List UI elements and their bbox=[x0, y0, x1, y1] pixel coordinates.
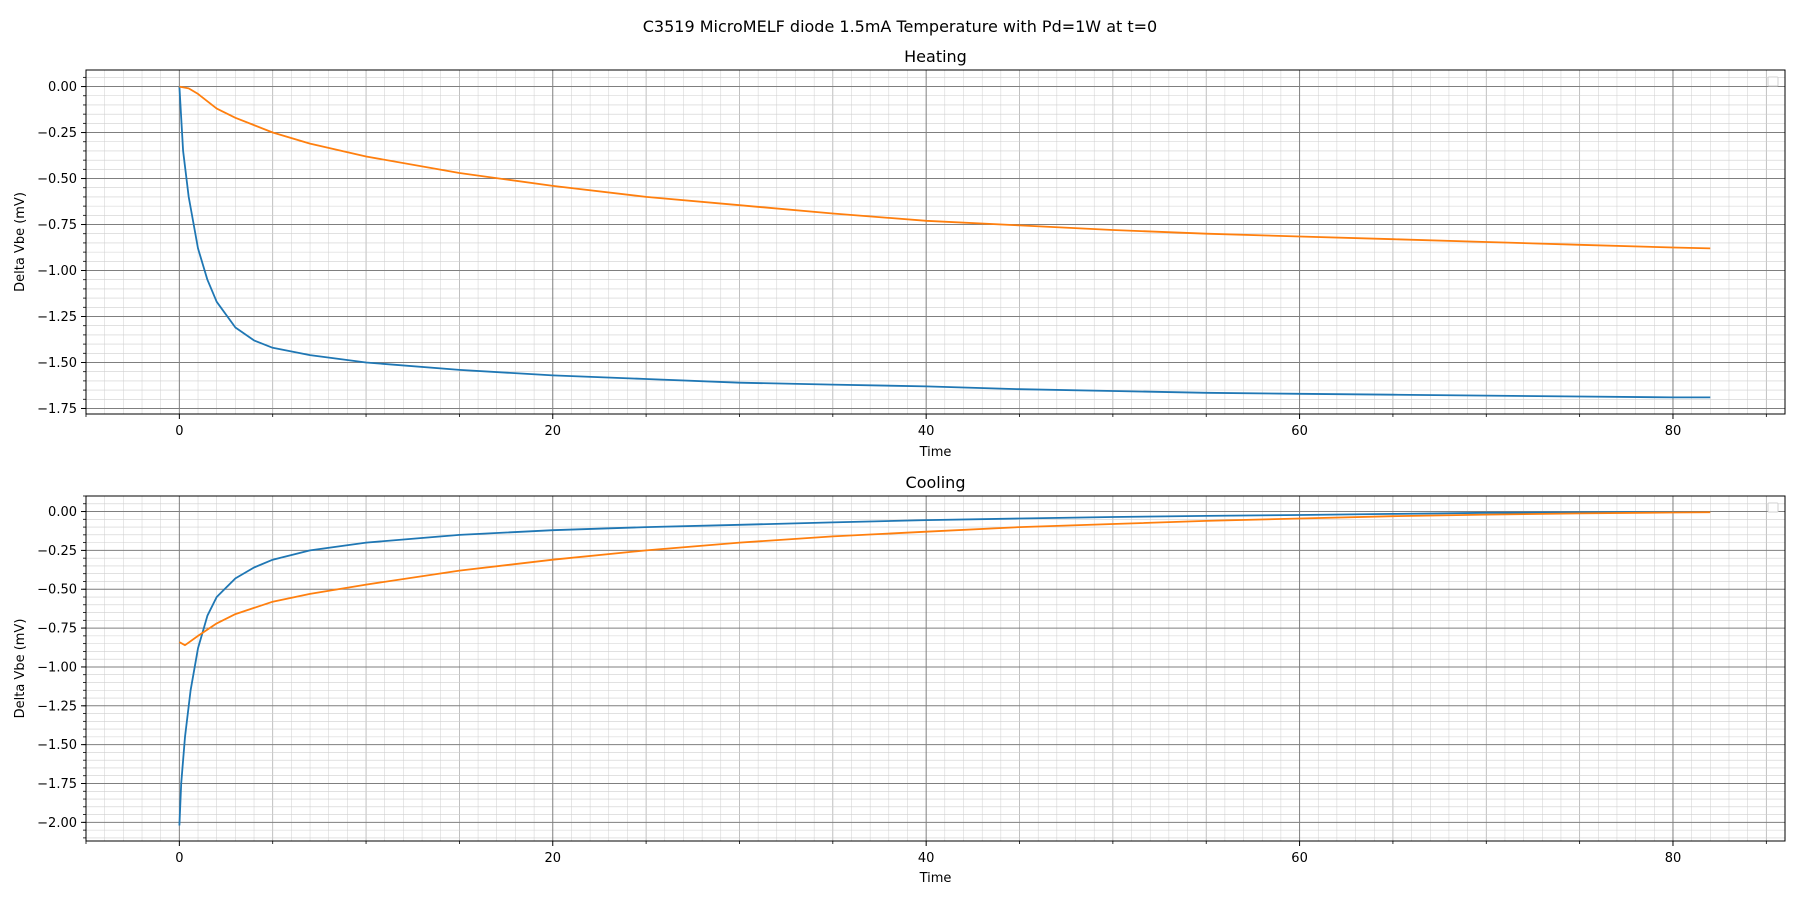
heating-y-tick-label: −0.25 bbox=[37, 126, 77, 141]
heating-axes-frame bbox=[85, 69, 1786, 415]
cooling-y-tick-label: −0.25 bbox=[37, 544, 77, 559]
heating-x-tick-label: 40 bbox=[918, 424, 935, 439]
cooling-x-tick-label: 0 bbox=[175, 851, 183, 866]
heating-x-tick-label: 0 bbox=[175, 424, 183, 439]
cooling-y-tick-label: −1.00 bbox=[37, 660, 77, 675]
cooling-x-axis-label: Time bbox=[919, 871, 952, 886]
heating-y-tick-label: −1.00 bbox=[37, 264, 77, 279]
heating-y-tick-label: −1.75 bbox=[37, 402, 77, 417]
figure-suptitle: C3519 MicroMELF diode 1.5mA Temperature … bbox=[643, 17, 1157, 36]
cooling-x-tick-label: 40 bbox=[918, 851, 935, 866]
heating-y-tick-label: 0.00 bbox=[48, 80, 77, 95]
cooling-x-tick-label: 20 bbox=[544, 851, 561, 866]
cooling-y-axis-label: Delta Vbe (mV) bbox=[13, 619, 28, 719]
heating-x-tick-label: 80 bbox=[1665, 424, 1682, 439]
cooling-legend-box bbox=[1767, 502, 1779, 513]
heating-axes-title: Heating bbox=[904, 47, 967, 66]
heating-y-tick-label: −1.25 bbox=[37, 310, 77, 325]
cooling-axes-title: Cooling bbox=[906, 473, 966, 492]
heating-x-tick-label: 20 bbox=[544, 424, 561, 439]
heating-y-tick-label: −0.50 bbox=[37, 172, 77, 187]
heating-axes: 0 20 40 60 80 0.00 −0.25 −0.50 −0.75 −1.00 −1.25 −1… bbox=[13, 47, 1786, 460]
heating-legend-box bbox=[1767, 76, 1779, 87]
cooling-y-tick-label: −1.25 bbox=[37, 699, 77, 714]
cooling-x-tick-label: 60 bbox=[1291, 851, 1308, 866]
cooling-y-tick-label: −1.50 bbox=[37, 738, 77, 753]
cooling-series-line-1 bbox=[178, 510, 1711, 826]
cooling-y-tick-label: −0.75 bbox=[37, 622, 77, 637]
heating-y-tick-label: −1.50 bbox=[37, 356, 77, 371]
cooling-y-tick-label: −2.00 bbox=[37, 816, 77, 831]
heating-y-axis-label: Delta Vbe (mV) bbox=[13, 192, 28, 292]
heating-x-axis-label: Time bbox=[919, 445, 952, 460]
heating-series-line-1 bbox=[178, 86, 1711, 399]
cooling-axes-frame bbox=[85, 495, 1786, 842]
cooling-y-tick-label: −0.50 bbox=[37, 583, 77, 598]
cooling-y-tick-label: 0.00 bbox=[48, 505, 77, 520]
cooling-x-tick-label: 80 bbox=[1665, 851, 1682, 866]
cooling-axes: 0 20 40 60 80 0.00 −0.25 −0.50 −0.75 −1.00 −1.25 −1… bbox=[13, 473, 1786, 886]
heating-y-tick-label: −0.75 bbox=[37, 218, 77, 233]
cooling-series-line-2 bbox=[178, 511, 1711, 647]
heating-x-tick-label: 60 bbox=[1291, 424, 1308, 439]
cooling-y-tick-label: −1.75 bbox=[37, 777, 77, 792]
heating-series-line-2 bbox=[179, 85, 1711, 250]
